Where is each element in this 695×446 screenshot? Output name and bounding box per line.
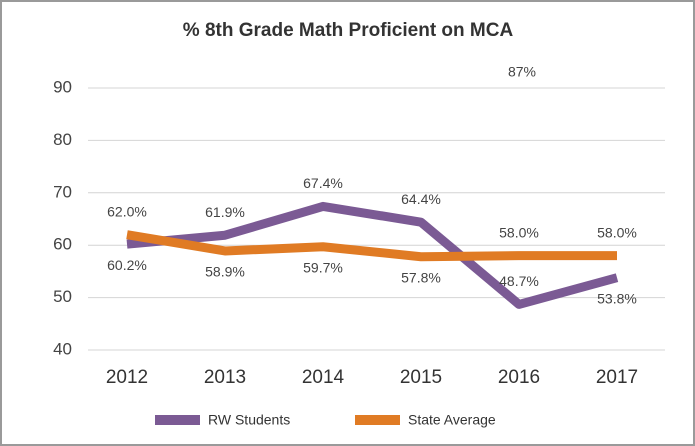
x-tick-label: 2012: [106, 367, 148, 388]
x-tick-label: 2015: [400, 367, 442, 388]
y-tick-label: 40: [53, 339, 72, 358]
data-label: 62.0%: [107, 203, 147, 219]
x-tick-label: 2016: [498, 367, 540, 388]
data-label: 57.8%: [401, 269, 441, 285]
data-label: 48.7%: [499, 273, 539, 289]
data-label: 61.9%: [205, 204, 245, 220]
annotation: 87%: [508, 64, 536, 80]
data-label: 60.2%: [107, 257, 147, 273]
data-label: 58.0%: [597, 224, 637, 240]
series-line: [126, 201, 619, 309]
data-label: 58.0%: [499, 224, 539, 240]
legend-label: RW Students: [208, 412, 290, 428]
y-tick-label: 70: [53, 182, 72, 201]
x-tick-label: 2013: [204, 367, 246, 388]
y-tick-label: 90: [53, 77, 72, 96]
x-tick-label: 2017: [596, 367, 638, 388]
data-label: 53.8%: [597, 290, 637, 306]
y-tick-label: 50: [53, 287, 72, 306]
data-label: 59.7%: [303, 259, 343, 275]
series-line: [126, 230, 617, 262]
y-tick-label: 80: [53, 130, 72, 149]
chart-title: % 8th Grade Math Proficient on MCA: [183, 20, 514, 41]
legend-swatch: [155, 415, 200, 425]
legend-swatch: [355, 415, 400, 425]
data-label: 64.4%: [401, 191, 441, 207]
data-label: 58.9%: [205, 264, 245, 280]
data-label: 67.4%: [303, 175, 343, 191]
legend-label: State Average: [408, 412, 496, 428]
y-tick-label: 60: [53, 235, 72, 254]
x-tick-label: 2014: [302, 367, 345, 388]
